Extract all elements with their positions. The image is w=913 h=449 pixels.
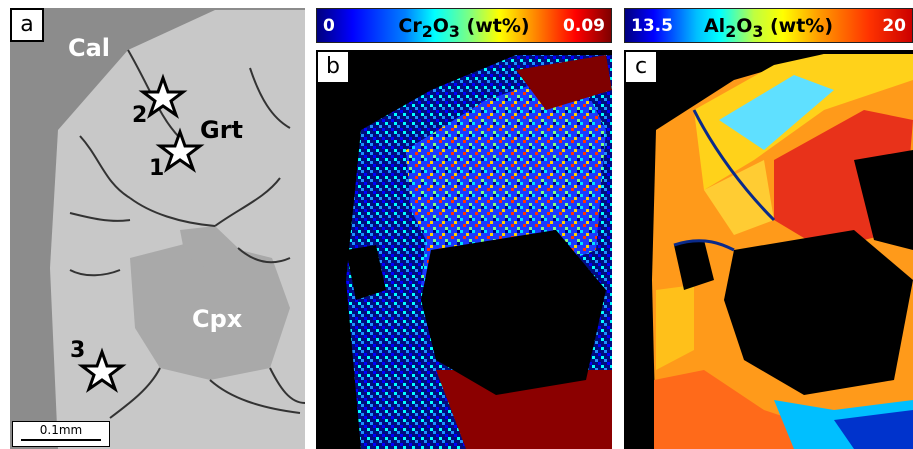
bse-image-panel: a Cal Grt Cpx 2 1 3 0.1mm [10, 8, 305, 449]
cr2o3-colorbar: 0 Cr2O3 (wt%) 0.09 [316, 8, 612, 43]
al2o3-colorbar-max: 20 [882, 9, 906, 44]
star-label-2: 2 [132, 103, 147, 128]
cr2o3-map-panel: 0 Cr2O3 (wt%) 0.09 [316, 8, 612, 449]
al2o3-map [624, 50, 913, 449]
panel-a-label: a [10, 8, 44, 42]
label-cal: Cal [68, 34, 110, 62]
al2o3-colorbar-title: Al2O3 (wt%) [625, 9, 912, 49]
panel-c-label: c [624, 50, 658, 84]
scale-bar: 0.1mm [12, 421, 110, 447]
al2o3-colorbar: 13.5 Al2O3 (wt%) 20 [624, 8, 913, 43]
star-label-1: 1 [149, 156, 164, 181]
star-label-3: 3 [70, 338, 85, 363]
label-cpx: Cpx [192, 305, 242, 333]
cr2o3-colorbar-max: 0.09 [563, 9, 605, 44]
cr2o3-map [316, 50, 612, 449]
bse-image [10, 8, 305, 449]
panel-b-label: b [316, 50, 350, 84]
al2o3-map-panel: 13.5 Al2O3 (wt%) 20 c [624, 8, 913, 449]
scale-bar-line [21, 439, 101, 441]
scale-bar-text: 0.1mm [13, 423, 109, 437]
label-grt: Grt [200, 116, 243, 144]
